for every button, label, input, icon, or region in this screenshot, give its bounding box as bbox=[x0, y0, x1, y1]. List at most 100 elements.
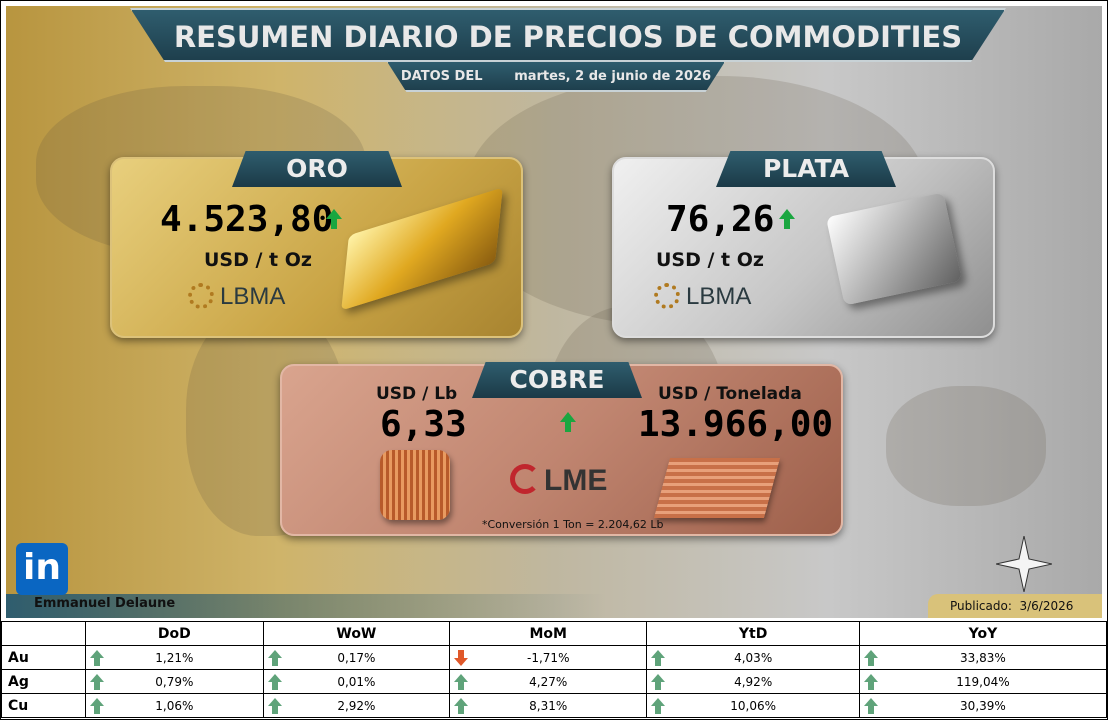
author: Emmanuel Delaune bbox=[34, 596, 176, 611]
arrow-shape bbox=[90, 650, 104, 666]
conversion-note: *Conversión 1 Ton = 2.204,62 Lb bbox=[482, 518, 664, 531]
copper-tab: COBRE bbox=[472, 362, 642, 398]
column-header: DoD bbox=[85, 621, 264, 646]
title-banner: RESUMEN DIARIO DE PRECIOS DE COMMODITIES bbox=[130, 8, 1006, 62]
silver-price: 76,26 bbox=[666, 199, 775, 240]
value-text: 8,31% bbox=[529, 698, 568, 713]
up-arrow bbox=[863, 674, 878, 690]
value-cell: 0,17% bbox=[262, 645, 451, 670]
copper-card: USD / Lb 6,33 USD / Tonelada 13.966,00 L… bbox=[280, 364, 843, 536]
value-cell: 4,92% bbox=[646, 669, 860, 694]
row-label: Cu bbox=[1, 693, 86, 718]
up-arrow bbox=[326, 209, 342, 219]
down-arrow bbox=[454, 650, 469, 666]
value-cell: 2,92% bbox=[262, 693, 451, 718]
lbma-logo bbox=[188, 283, 214, 309]
column-header: YoY bbox=[858, 621, 1108, 646]
stats-table: DoD WoW MoM YtD YoY Au 1,21% 0,17% -1,71% 4,03% 33… bbox=[1, 621, 1108, 718]
gold-price: 4.523,80 bbox=[160, 199, 334, 240]
value-cell: 33,83% bbox=[858, 645, 1108, 670]
column-header: MoM bbox=[449, 621, 648, 646]
published: Publicado: 3/6/2026 bbox=[928, 594, 1102, 618]
gold-unit: USD / t Oz bbox=[204, 249, 312, 271]
value-cell: 119,04% bbox=[858, 669, 1108, 694]
up-arrow bbox=[565, 422, 571, 432]
value-cell: 0,01% bbox=[262, 669, 451, 694]
up-arrow bbox=[560, 412, 576, 422]
arrow-shape bbox=[267, 650, 282, 666]
up-arrow bbox=[90, 650, 104, 666]
lbma-logo bbox=[654, 283, 680, 309]
table-row: Ag 0,79% 0,01% 4,27% 4,92% 119,04% bbox=[1, 669, 1108, 694]
value-cell: 0,79% bbox=[85, 669, 264, 694]
copper-price-ton: 13.966,00 bbox=[638, 404, 834, 445]
arrow-shape bbox=[454, 674, 469, 690]
value-text: 0,79% bbox=[155, 674, 194, 689]
arrow-shape bbox=[267, 698, 282, 714]
copper-unit-ton: USD / Tonelada bbox=[658, 384, 802, 404]
value-text: 1,06% bbox=[155, 698, 194, 713]
up-arrow bbox=[90, 674, 104, 690]
star bbox=[996, 536, 1052, 592]
star-icon bbox=[996, 536, 1052, 592]
arrow-shape bbox=[454, 650, 469, 666]
arrow-shape bbox=[651, 698, 666, 714]
up-arrow bbox=[267, 698, 282, 714]
arrow-shape bbox=[863, 650, 878, 666]
value-text: 119,04% bbox=[956, 674, 1010, 689]
up-arrow bbox=[651, 674, 666, 690]
date: martes, 2 de junio de 2026 bbox=[514, 69, 712, 84]
arrow-shape bbox=[267, 674, 282, 690]
gold-name: ORO bbox=[286, 154, 348, 183]
map-shape bbox=[886, 386, 1046, 506]
value-cell: 1,06% bbox=[85, 693, 264, 718]
silver-unit: USD / t Oz bbox=[656, 249, 764, 271]
footer-band bbox=[6, 594, 606, 618]
value-text: 4,27% bbox=[529, 674, 568, 689]
value-text: 0,17% bbox=[337, 650, 376, 665]
up-arrow bbox=[267, 674, 282, 690]
up-arrow bbox=[779, 209, 795, 219]
silver-tab: PLATA bbox=[716, 151, 896, 187]
copper-sheets bbox=[653, 458, 781, 518]
column-header: WoW bbox=[262, 621, 451, 646]
column-header: YtD bbox=[646, 621, 860, 646]
value-cell: 30,39% bbox=[858, 693, 1108, 718]
up-arrow bbox=[863, 650, 878, 666]
silver-source: LBMA bbox=[686, 283, 752, 310]
gold-tab: ORO bbox=[232, 151, 402, 187]
up-arrow bbox=[90, 698, 104, 714]
linkedin-text: in bbox=[23, 547, 61, 588]
value-text: 1,21% bbox=[155, 650, 194, 665]
value-text: 4,03% bbox=[734, 650, 773, 665]
value-text: 0,01% bbox=[337, 674, 376, 689]
up-arrow bbox=[267, 650, 282, 666]
value-cell: 4,03% bbox=[646, 645, 860, 670]
row-label: Au bbox=[1, 645, 86, 670]
arrow-shape bbox=[863, 698, 878, 714]
value-text: 2,92% bbox=[337, 698, 376, 713]
infographic: RESUMEN DIARIO DE PRECIOS DE COMMODITIES… bbox=[6, 6, 1102, 618]
value-text: 4,92% bbox=[734, 674, 773, 689]
silver-bars bbox=[825, 192, 963, 306]
copper-name: COBRE bbox=[509, 365, 605, 394]
lme-logo bbox=[510, 464, 540, 494]
up-arrow bbox=[651, 650, 666, 666]
arrow-shape bbox=[651, 650, 666, 666]
gold-source: LBMA bbox=[220, 283, 286, 310]
value-text: -1,71% bbox=[527, 650, 570, 665]
linkedin-logo[interactable]: in bbox=[16, 543, 68, 595]
header-row: DoD WoW MoM YtD YoY bbox=[1, 621, 1108, 646]
copper-coil bbox=[380, 450, 450, 520]
date-banner: DATOS DEL martes, 2 de junio de 2026 bbox=[386, 60, 726, 92]
date-label: DATOS DEL bbox=[400, 69, 483, 84]
row-label: Ag bbox=[1, 669, 86, 694]
value-cell: 1,21% bbox=[85, 645, 264, 670]
arrow-shape bbox=[454, 698, 469, 714]
up-arrow bbox=[331, 219, 337, 229]
arrow-shape bbox=[651, 674, 666, 690]
table-row: Au 1,21% 0,17% -1,71% 4,03% 33,83% bbox=[1, 645, 1108, 670]
up-arrow bbox=[863, 698, 878, 714]
silver-name: PLATA bbox=[762, 154, 850, 183]
